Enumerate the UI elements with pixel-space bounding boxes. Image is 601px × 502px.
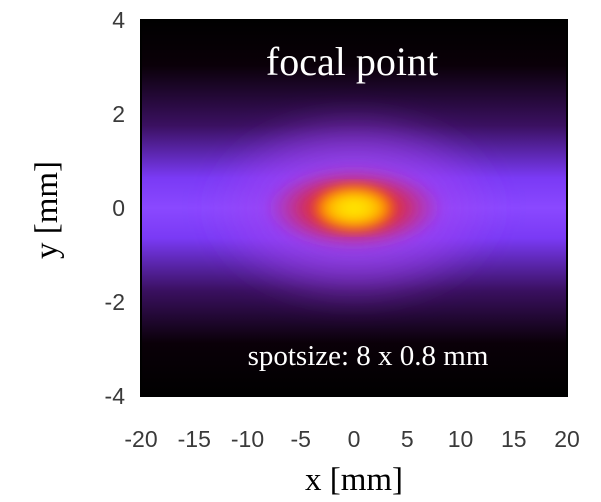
x-tick-label: 0 [348, 426, 361, 452]
y-tick-label: 0 [112, 195, 125, 221]
focal-spot [311, 184, 397, 232]
x-tick-label: -10 [231, 426, 264, 452]
x-tick-label: 15 [501, 426, 527, 452]
y-tick-label: -2 [105, 289, 125, 315]
x-tick-label: 20 [554, 426, 580, 452]
annotation-spotsize: spotsize: 8 x 0.8 mm [248, 340, 489, 372]
x-tick-label: 10 [448, 426, 474, 452]
annotation-focal-point: focal point [266, 39, 438, 84]
heatmap-image [141, 20, 567, 396]
x-tick-label: -5 [291, 426, 311, 452]
x-tick-labels: -20 -15 -10 -5 0 5 10 15 20 [124, 426, 579, 452]
x-tick-label: -20 [124, 426, 157, 452]
x-tick-label: -15 [178, 426, 211, 452]
plot-frame [140, 19, 568, 397]
y-axis-label: y [mm] [29, 161, 65, 259]
y-tick-label: 4 [112, 7, 125, 33]
y-tick-label: -4 [105, 383, 126, 409]
x-tick-label: 5 [401, 426, 414, 452]
y-tick-label: 2 [112, 101, 125, 127]
y-tick-labels: 4 2 0 -2 -4 [105, 7, 126, 409]
x-axis-label: x [mm] [305, 462, 403, 498]
